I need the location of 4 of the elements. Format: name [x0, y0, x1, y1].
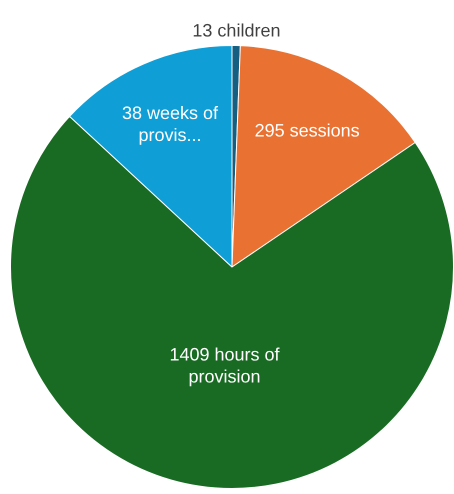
slice-label: 1409 hours of provision — [169, 344, 281, 386]
slice-label: 13 children — [192, 20, 280, 41]
slice-label: 295 sessions — [254, 120, 360, 140]
slice-label: 38 weeks of provis... — [122, 102, 219, 145]
